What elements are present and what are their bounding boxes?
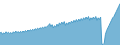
area <box>0 4 120 45</box>
plot <box>0 4 120 45</box>
line <box>0 4 120 45</box>
marks <box>0 4 120 45</box>
chart <box>0 0 120 45</box>
